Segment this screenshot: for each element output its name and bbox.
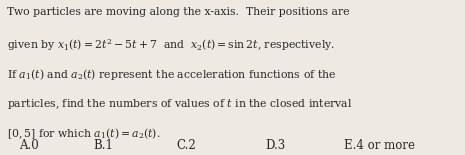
Text: A.0: A.0: [19, 139, 38, 152]
Text: B.1: B.1: [93, 139, 113, 152]
Text: Two particles are moving along the x-axis.  Their positions are: Two particles are moving along the x-axi…: [7, 7, 350, 17]
Text: particles, find the numbers of values of $t$ in the closed interval: particles, find the numbers of values of…: [7, 97, 352, 111]
Text: given by $x_1(t)=2t^2-5t+7$  and  $x_2(t)=\sin 2t$, respectively.: given by $x_1(t)=2t^2-5t+7$ and $x_2(t)=…: [7, 37, 335, 53]
Text: C.2: C.2: [177, 139, 196, 152]
Text: D.3: D.3: [265, 139, 286, 152]
Text: $[0, 5]$ for which $a_1(t) = a_2(t)$.: $[0, 5]$ for which $a_1(t) = a_2(t)$.: [7, 126, 160, 141]
Text: E.4 or more: E.4 or more: [344, 139, 415, 152]
Text: If $a_1(t)$ and $a_2(t)$ represent the acceleration functions of the: If $a_1(t)$ and $a_2(t)$ represent the a…: [7, 67, 336, 82]
